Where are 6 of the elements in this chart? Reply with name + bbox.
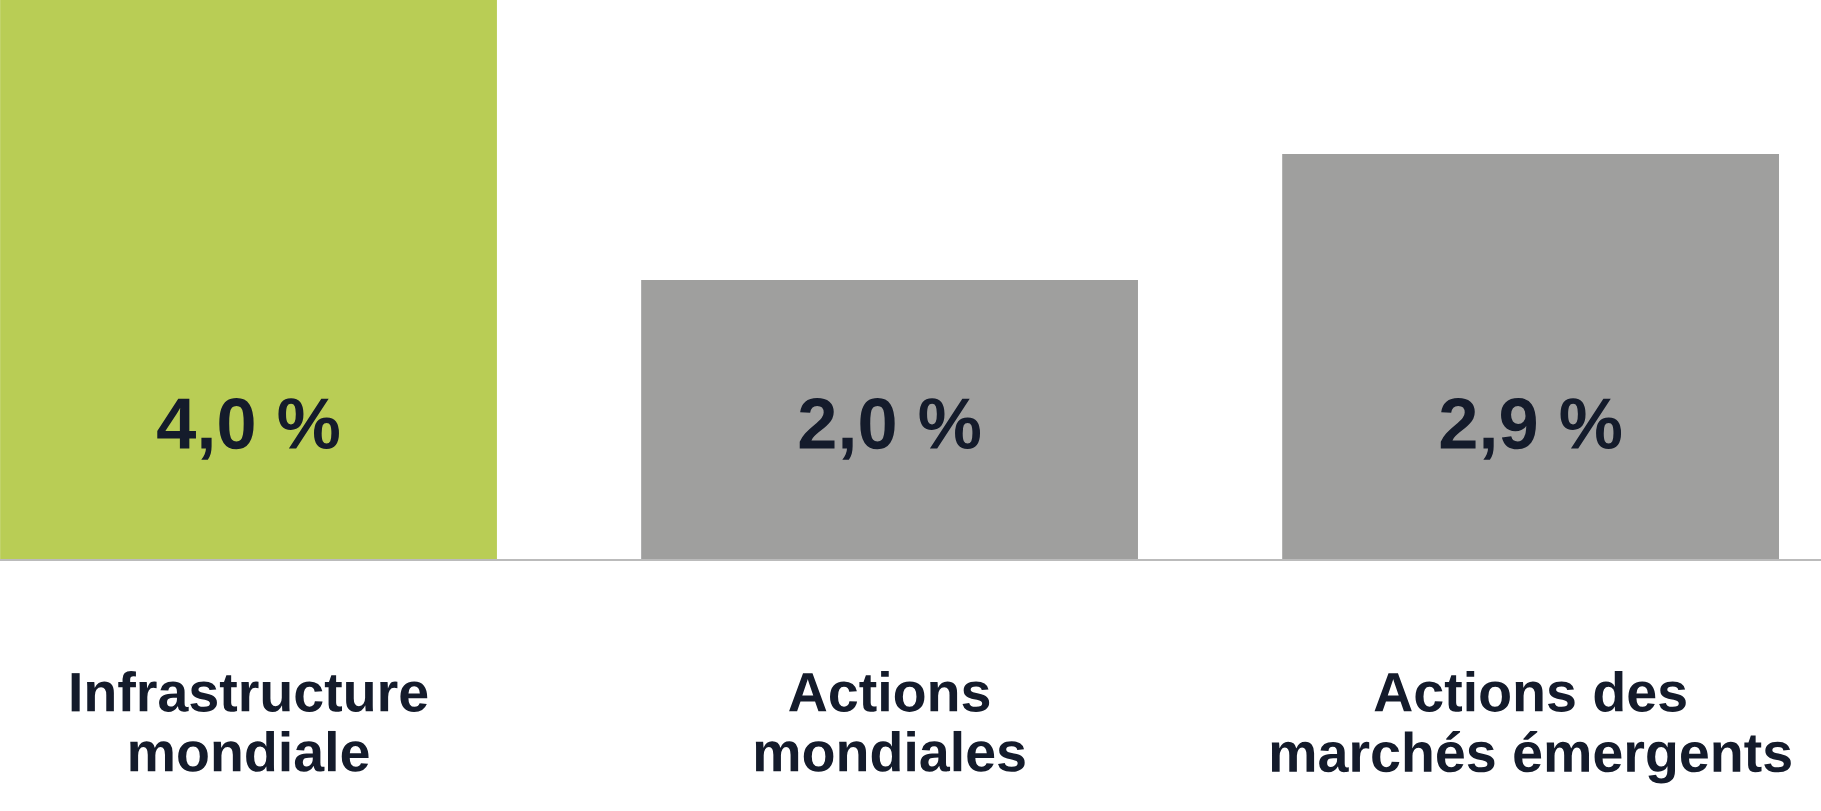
x-tick-label: Actions des marchés émergents [1271, 671, 1791, 784]
data-label: 2,0 % [799, 398, 981, 460]
x-tick-label: Actions mondiales [755, 671, 1025, 772]
data-label: 4,0 % [157, 398, 339, 460]
x-tick-label: Infrastructure mondiale [71, 671, 428, 772]
data-label: 2,9 % [1440, 398, 1622, 460]
